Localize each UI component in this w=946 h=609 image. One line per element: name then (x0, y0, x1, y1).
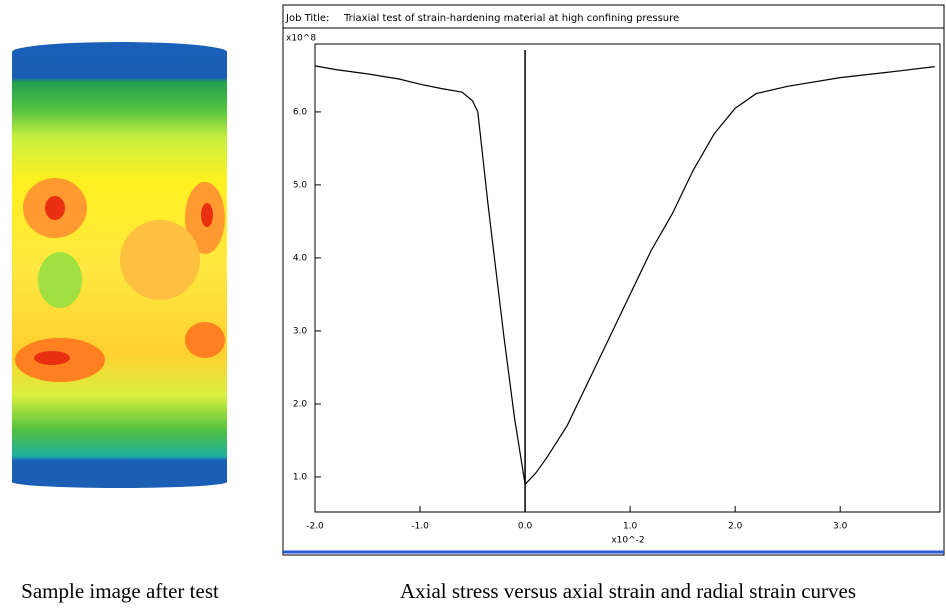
x-tick-label: -2.0 (306, 522, 324, 532)
chart-panel: Job Title: Triaxial test of strain-harde… (282, 4, 945, 556)
y-axis-label: x10^8 (286, 34, 316, 44)
y-tick-label: 4.0 (293, 253, 308, 263)
chart-title: Triaxial test of strain-hardening materi… (343, 13, 679, 24)
y-tick-label: 5.0 (293, 180, 308, 190)
x-tick-label: 0.0 (518, 522, 533, 532)
y-tick-label: 6.0 (293, 107, 308, 117)
x-tick-label: 3.0 (833, 522, 848, 532)
curve (314, 65, 526, 485)
y-tick-label: 1.0 (293, 472, 308, 482)
x-tick-label: 1.0 (623, 522, 638, 532)
x-tick-label: -1.0 (411, 522, 429, 532)
y-tick-label: 2.0 (293, 399, 308, 409)
y-tick-label: 3.0 (293, 326, 308, 336)
caption: Axial stress versus axial strain and rad… (400, 579, 856, 603)
job-title-label: Job Title: (285, 13, 329, 24)
caption: Sample image after test (21, 579, 219, 603)
x-tick-label: 2.0 (728, 522, 743, 532)
x-axis-label: x10^-2 (611, 536, 644, 546)
curve (524, 66, 935, 485)
sample-image (12, 42, 227, 488)
